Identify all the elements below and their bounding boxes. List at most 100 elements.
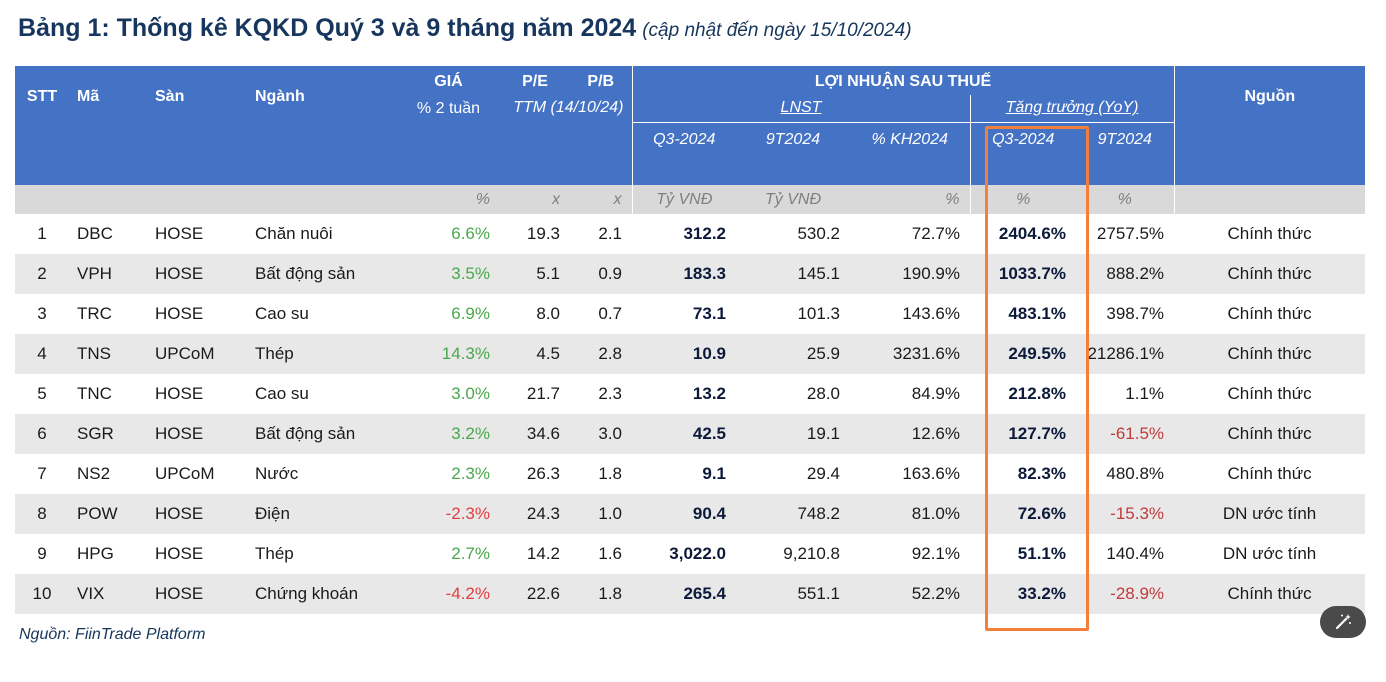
cell-tt-9t: 480.8%	[1076, 454, 1175, 494]
header-9t2024: 9T2024	[736, 122, 850, 185]
cell-san: HOSE	[147, 534, 247, 574]
cell-stt: 4	[15, 334, 69, 374]
cell-q3: 90.4	[632, 494, 736, 534]
cell-tt-q3: 72.6%	[970, 494, 1076, 534]
cell-tt-9t: -61.5%	[1076, 414, 1175, 454]
cell-pe: 4.5	[500, 334, 570, 374]
cell-nguon: DN ước tính	[1174, 534, 1366, 574]
cell-nguon: Chính thức	[1174, 574, 1366, 614]
cell-san: HOSE	[147, 294, 247, 334]
table-row: 6 SGR HOSE Bất động sản 3.2% 34.6 3.0 42.5 19.1 1…	[15, 414, 1366, 454]
unit-tt-q3: %	[969, 185, 1076, 214]
cell-nguon: Chính thức	[1174, 214, 1366, 254]
cell-pe: 21.7	[500, 374, 570, 414]
table-row: 8 POW HOSE Điện -2.3% 24.3 1.0 90.4 748.2 81.0% 72…	[15, 494, 1366, 534]
cell-pb: 0.9	[570, 254, 632, 294]
table-row: 5 TNC HOSE Cao su 3.0% 21.7 2.3 13.2 28.0 84.9% 21…	[15, 374, 1366, 414]
cell-ma: SGR	[69, 414, 147, 454]
cell-pb: 2.8	[570, 334, 632, 374]
cell-nganh: Thép	[247, 334, 397, 374]
unit-pb: x	[570, 185, 632, 214]
cell-t9: 101.3	[736, 294, 850, 334]
cell-ma: TNS	[69, 334, 147, 374]
cell-stt: 9	[15, 534, 69, 574]
cell-ma: TRC	[69, 294, 147, 334]
cell-q3: 265.4	[632, 574, 736, 614]
cell-nganh: Điện	[247, 494, 397, 534]
cell-pe: 26.3	[500, 454, 570, 494]
cell-ma: POW	[69, 494, 147, 534]
cell-nganh: Thép	[247, 534, 397, 574]
cell-ma: VIX	[69, 574, 147, 614]
cell-ma: HPG	[69, 534, 147, 574]
cell-q3: 3,022.0	[632, 534, 736, 574]
cell-pe: 34.6	[500, 414, 570, 454]
cell-san: HOSE	[147, 374, 247, 414]
title-sub: (cập nhật đến ngày 15/10/2024)	[642, 20, 912, 41]
cell-t9: 29.4	[736, 454, 850, 494]
cell-san: HOSE	[147, 214, 247, 254]
unit-tt-9t: %	[1076, 185, 1175, 214]
table-row: 7 NS2 UPCoM Nước 2.3% 26.3 1.8 9.1 29.4 163.6% 82.…	[15, 454, 1366, 494]
cell-stt: 10	[15, 574, 69, 614]
cell-stt: 3	[15, 294, 69, 334]
cell-t9: 551.1	[736, 574, 850, 614]
unit-pe: x	[500, 185, 570, 214]
table-row: 2 VPH HOSE Bất động sản 3.5% 5.1 0.9 183.3 145.1…	[15, 254, 1366, 294]
cell-q3: 10.9	[632, 334, 736, 374]
cell-tt-9t: 398.7%	[1076, 294, 1175, 334]
cell-san: HOSE	[147, 494, 247, 534]
cell-pe: 19.3	[500, 214, 570, 254]
cell-san: HOSE	[147, 574, 247, 614]
table-row: 10 VIX HOSE Chứng khoán -4.2% 22.6 1.8 265.4 551…	[15, 574, 1366, 614]
cell-t9: 19.1	[736, 414, 850, 454]
cell-tt-9t: -15.3%	[1076, 494, 1175, 534]
cell-gia: 3.2%	[397, 414, 500, 454]
cell-gia: 2.3%	[397, 454, 500, 494]
cell-ma: TNC	[69, 374, 147, 414]
cell-nguon: Chính thức	[1174, 334, 1366, 374]
magic-wand-icon	[1335, 614, 1351, 630]
header-gia-sub: % 2 tuần	[397, 95, 500, 185]
header-pe: P/E	[500, 66, 570, 95]
cell-gia: 2.7%	[397, 534, 500, 574]
cell-t9: 28.0	[736, 374, 850, 414]
cell-tt-9t: 21286.1%	[1076, 334, 1175, 374]
cell-nguon: Chính thức	[1174, 454, 1366, 494]
cell-nganh: Bất động sản	[247, 414, 397, 454]
cell-tt-9t: -28.9%	[1076, 574, 1175, 614]
cell-nguon: Chính thức	[1174, 294, 1366, 334]
cell-nguon: Chính thức	[1174, 374, 1366, 414]
cell-kh: 72.7%	[850, 214, 970, 254]
header-stt: STT	[15, 66, 69, 185]
header-kh2024: % KH2024	[850, 122, 970, 185]
table-title: Bảng 1: Thống kê KQKD Quý 3 và 9 tháng n…	[18, 14, 912, 43]
cell-ma: NS2	[69, 454, 147, 494]
header-ttm: TTM (14/10/24)	[500, 95, 632, 185]
cell-kh: 3231.6%	[850, 334, 970, 374]
cell-stt: 7	[15, 454, 69, 494]
cell-kh: 52.2%	[850, 574, 970, 614]
cell-nganh: Bất động sản	[247, 254, 397, 294]
header-q3-2024: Q3-2024	[631, 122, 736, 185]
cell-pe: 8.0	[500, 294, 570, 334]
header-san: Sàn	[147, 66, 247, 185]
cell-gia: 6.9%	[397, 294, 500, 334]
cell-stt: 8	[15, 494, 69, 534]
cell-kh: 81.0%	[850, 494, 970, 534]
unit-gia: %	[397, 185, 500, 214]
table-body: 1 DBC HOSE Chăn nuôi 6.6% 19.3 2.1 312.2 530.2 72…	[15, 214, 1366, 614]
cell-nganh: Cao su	[247, 294, 397, 334]
table-row: 9 HPG HOSE Thép 2.7% 14.2 1.6 3,022.0 9,210.8 92.…	[15, 534, 1366, 574]
table-row: 3 TRC HOSE Cao su 6.9% 8.0 0.7 73.1 101.3 143.6% 4…	[15, 294, 1366, 334]
cell-gia: -2.3%	[397, 494, 500, 534]
cell-nguon: DN ước tính	[1174, 494, 1366, 534]
table-header: STT Mã Sàn Ngành GIÁ P/E P/B LỢI NHUẬN S…	[15, 66, 1366, 185]
cell-pe: 14.2	[500, 534, 570, 574]
header-gia: GIÁ	[397, 66, 500, 95]
cell-gia: 6.6%	[397, 214, 500, 254]
cell-san: UPCoM	[147, 334, 247, 374]
header-tang-truong: Tăng trưởng (YoY)	[969, 95, 1175, 123]
cell-nguon: Chính thức	[1174, 254, 1366, 294]
edit-button[interactable]	[1320, 606, 1366, 638]
